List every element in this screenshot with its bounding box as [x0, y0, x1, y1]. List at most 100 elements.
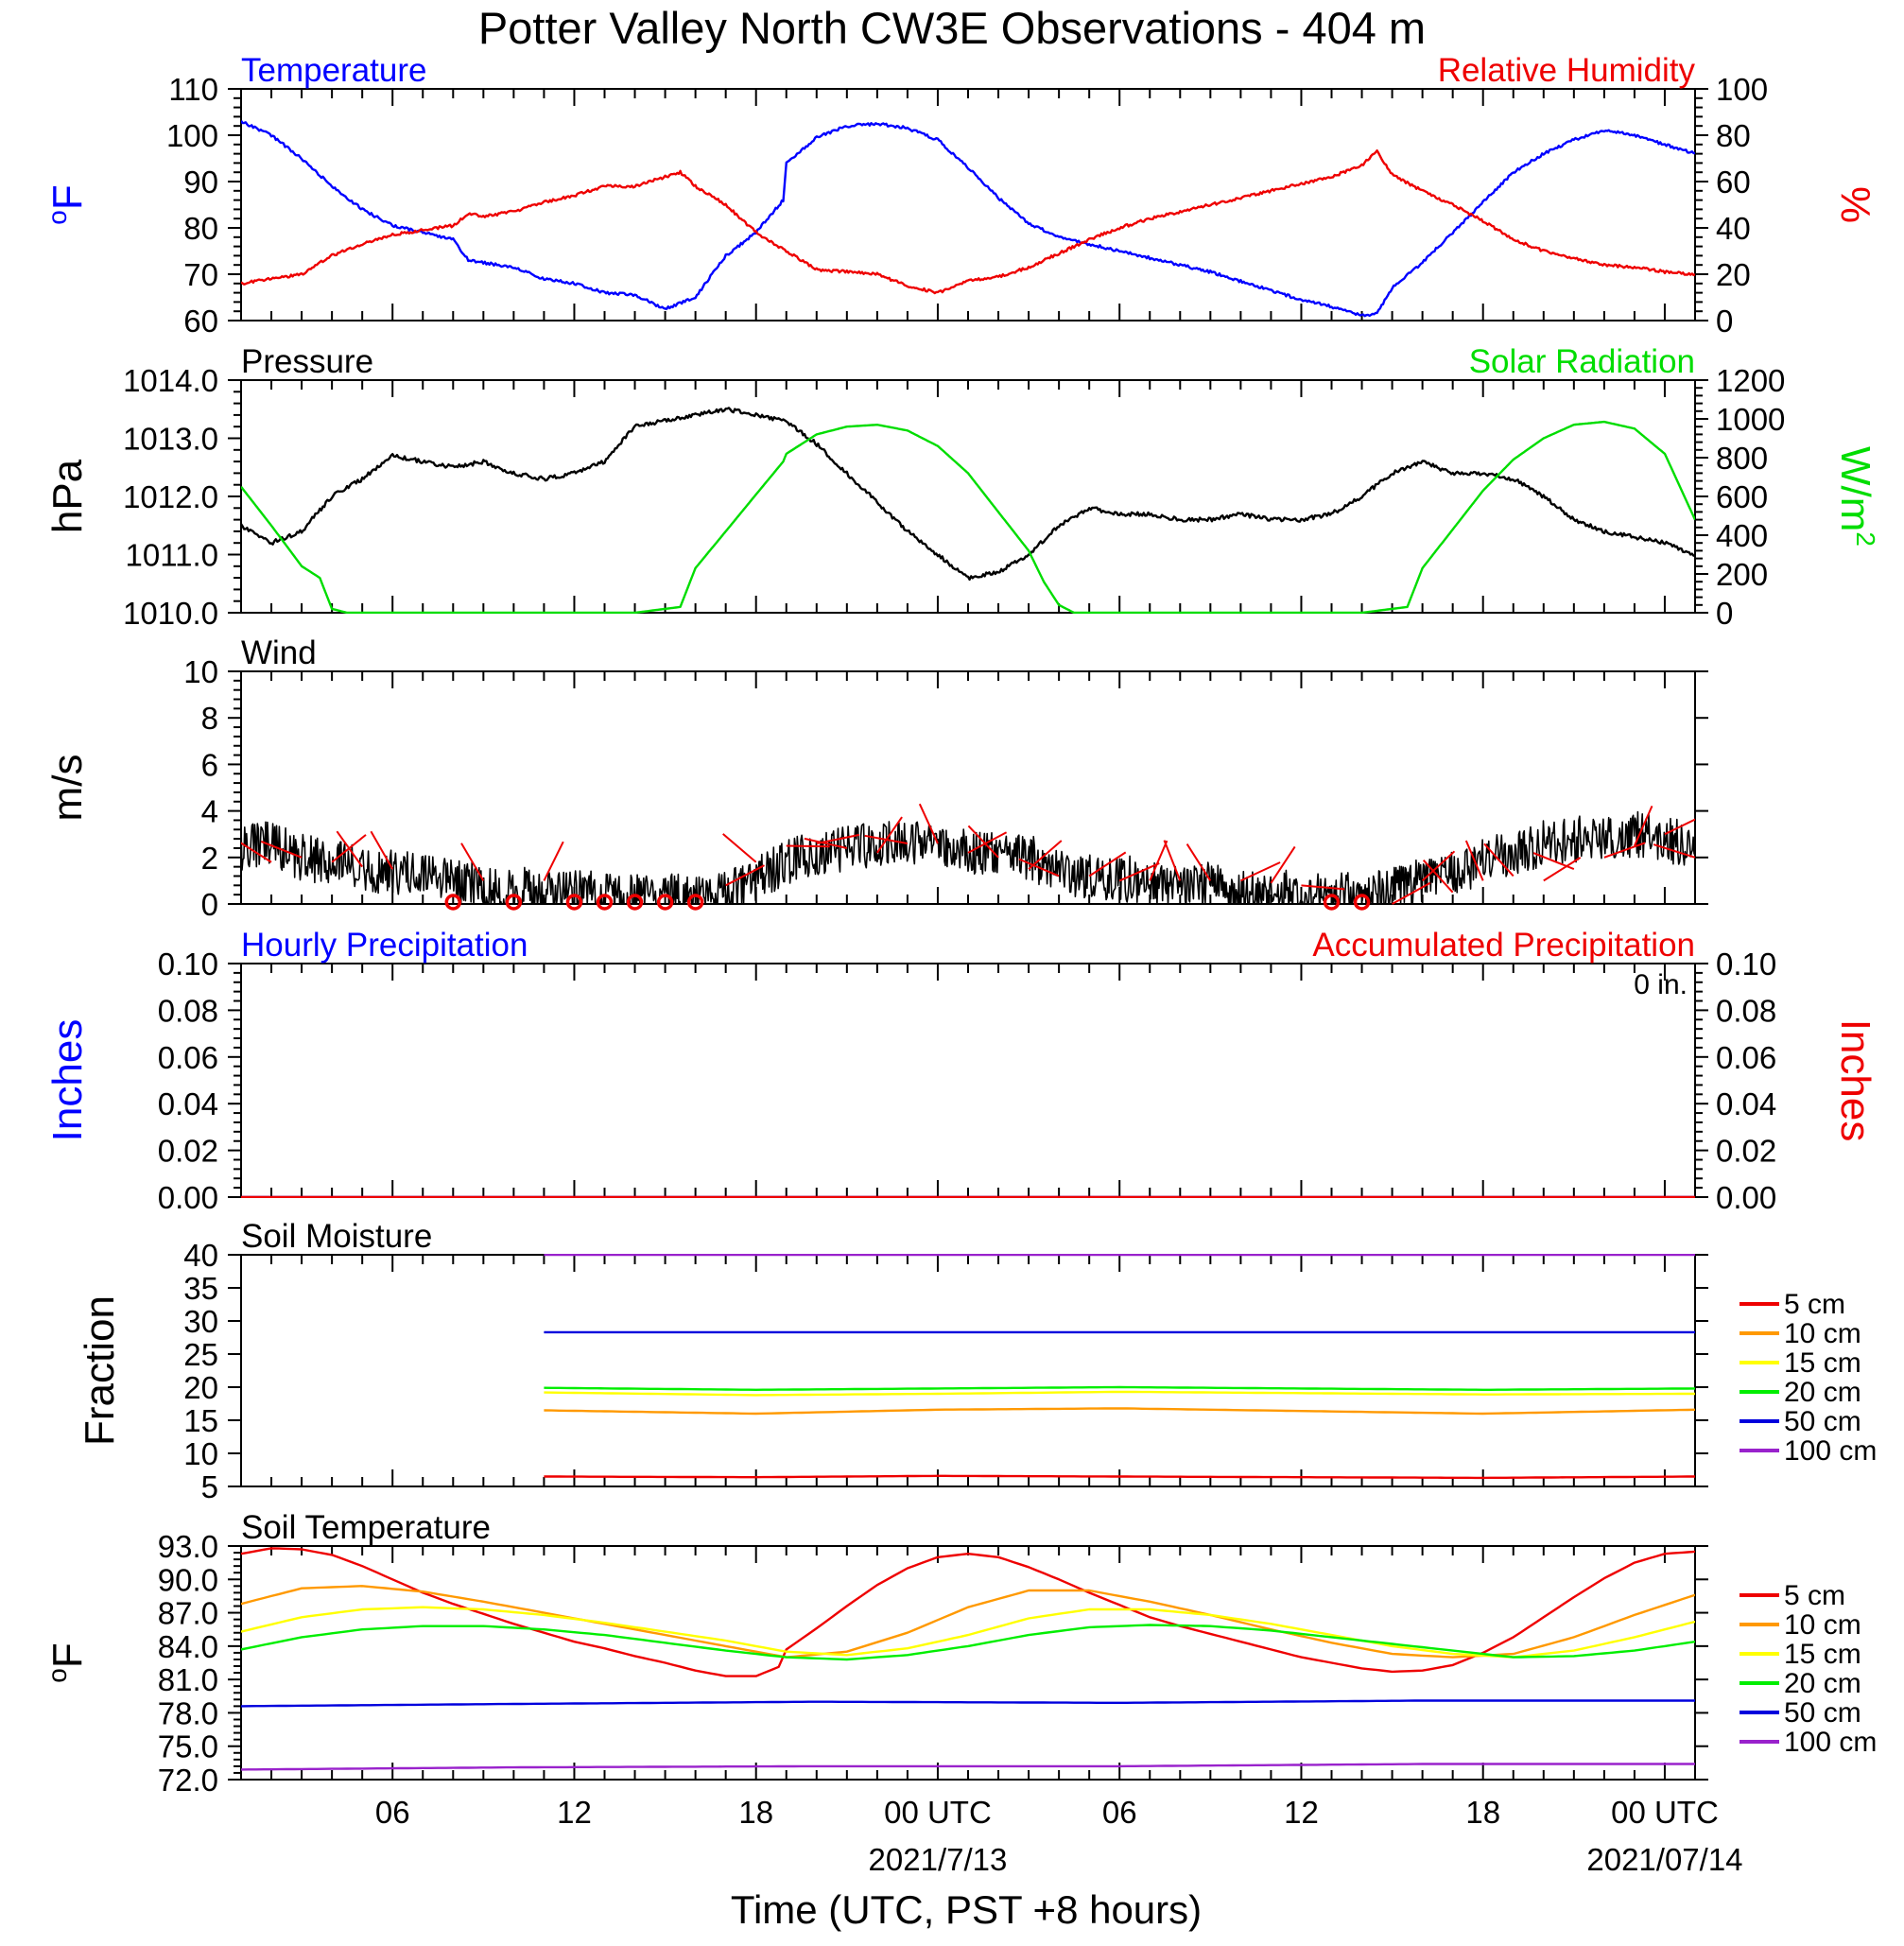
- y-tick-label-left: 35: [183, 1271, 218, 1306]
- wind-barb: [864, 834, 909, 845]
- x-tick-label: 18: [738, 1795, 773, 1830]
- wind-barb: [967, 831, 1008, 854]
- time-axis-labels: 06 12 18 00 UTC 2021/7/13 06 12 18 00 UTC 2021/07…: [375, 1795, 1743, 1877]
- y-tick-label-right: 200: [1716, 557, 1768, 592]
- y-tick-label-left: 80: [183, 211, 218, 246]
- panel-precipitation: 0.00 0.02 0.04 0.06 0.08 0.10 0.00 0.02 0.04 0.06…: [44, 927, 1878, 1215]
- y-tick-label-left: 100: [166, 118, 218, 153]
- series-relative-humidity: [241, 148, 1695, 295]
- y-tick-label-right: 0.04: [1716, 1086, 1776, 1121]
- y-tick-label-left: 0.04: [158, 1086, 218, 1121]
- wind-barb: [1464, 840, 1484, 881]
- y-tick-label-left: 25: [183, 1337, 218, 1372]
- wind-barb: [1028, 840, 1063, 870]
- y-axis-label-right: W/m2: [1832, 446, 1880, 547]
- wind-barb: [1634, 805, 1653, 846]
- y-tick-label-left: 0.10: [158, 947, 218, 982]
- series-20-cm: [241, 1624, 1695, 1661]
- legend-label: 15 cm: [1784, 1639, 1861, 1670]
- y-axis-label-left: oF: [43, 184, 91, 224]
- y-axis-label-right: %: [1832, 186, 1878, 223]
- panel-title-left: Temperature: [241, 52, 426, 89]
- wind-barb: [918, 803, 939, 844]
- panel-frame: [240, 88, 1696, 321]
- figure-title: Potter Valley North CW3E Observations - …: [478, 3, 1426, 53]
- y-tick-label-left: 90.0: [158, 1562, 218, 1597]
- wind-barb: [1118, 861, 1160, 882]
- legend-label: 20 cm: [1784, 1377, 1861, 1408]
- y-tick-label-left: 84.0: [158, 1629, 218, 1664]
- calm-wind-marker: [626, 894, 644, 911]
- wind-barb: [336, 830, 363, 868]
- wind-barb: [1532, 852, 1575, 871]
- panel-wind: 0 2 4 6 8 10 Wind m/s: [44, 634, 1708, 922]
- series-100-cm: [241, 1763, 1695, 1771]
- y-tick-label-left: 0.06: [158, 1040, 218, 1075]
- plot-area: [241, 407, 1695, 614]
- y-tick-label-right: 80: [1716, 118, 1751, 153]
- y-tick-label-left: 4: [201, 794, 218, 829]
- calm-wind-marker: [444, 894, 462, 911]
- series-20-cm: [544, 1385, 1695, 1392]
- y-tick-label-left: 78.0: [158, 1695, 218, 1730]
- series-50-cm: [241, 1699, 1695, 1708]
- y-tick-label-left: 0.08: [158, 993, 218, 1028]
- series-15-cm: [241, 1606, 1695, 1659]
- y-tick-label-right: 0: [1716, 304, 1733, 339]
- calm-wind-marker: [505, 894, 523, 911]
- wind-barb: [1392, 881, 1431, 905]
- wind-barb: [804, 837, 848, 849]
- panel-frame: [240, 1545, 1696, 1781]
- x-tick-label: 12: [1284, 1795, 1319, 1830]
- wind-barb: [1664, 818, 1695, 836]
- y-tick-label-left: 5: [201, 1469, 218, 1504]
- x-date-label: 2021/7/13: [869, 1842, 1008, 1877]
- panel-title-left: Wind: [241, 634, 317, 671]
- panel-title-left: Pressure: [241, 343, 373, 380]
- y-tick-label-left: 1012.0: [123, 479, 218, 514]
- legend-label: 100 cm: [1784, 1727, 1877, 1758]
- panel-soil-temperature: 72.075.078.081.084.087.090.093.0 Soil Tem…: [43, 1509, 1877, 1798]
- y-tick-label-left: 10: [183, 654, 218, 689]
- y-tick-label-left: 10: [183, 1436, 218, 1471]
- y-tick-label-right: 0.10: [1716, 947, 1776, 982]
- plot-area: [241, 1547, 1695, 1771]
- wind-barb: [1301, 884, 1345, 891]
- wind-barb: [1163, 840, 1182, 881]
- legend-label: 10 cm: [1784, 1609, 1861, 1641]
- y-tick-label-left: 72.0: [158, 1763, 218, 1798]
- y-tick-label-right: 0.08: [1716, 993, 1776, 1028]
- y-tick-label-right: 0.00: [1716, 1180, 1776, 1215]
- y-tick-label-right: 400: [1716, 518, 1768, 553]
- wind-barb: [967, 825, 999, 859]
- y-tick-label-left: 2: [201, 841, 218, 876]
- y-tick-label-left: 110: [168, 72, 218, 107]
- plot-area: [544, 1254, 1695, 1480]
- panel-title-left: Hourly Precipitation: [241, 927, 528, 964]
- accumulated-precip-total: 0 in.: [1634, 969, 1688, 1000]
- y-tick-label-left: 20: [183, 1370, 218, 1405]
- legend-label: 50 cm: [1784, 1697, 1861, 1729]
- wind-barb: [1483, 843, 1515, 877]
- y-tick-label-left: 60: [183, 304, 218, 339]
- x-tick-label: 06: [375, 1795, 410, 1830]
- wind-barb: [876, 816, 903, 854]
- panel-title-left: Soil Temperature: [241, 1509, 491, 1546]
- y-tick-label-right: 40: [1716, 211, 1751, 246]
- calm-wind-marker: [596, 894, 614, 911]
- wind-barb: [260, 840, 303, 859]
- y-axis-label-left: hPa: [44, 459, 91, 533]
- wind-barb: [1422, 860, 1454, 894]
- y-tick-label-right: 0.02: [1716, 1134, 1776, 1169]
- wind-barb: [1088, 851, 1127, 877]
- legend-label: 5 cm: [1784, 1580, 1845, 1611]
- y-tick-label-left: 0: [201, 887, 218, 922]
- y-tick-label-left: 87.0: [158, 1596, 218, 1631]
- series-pressure: [241, 407, 1695, 582]
- y-axis-label-left: m/s: [44, 755, 91, 822]
- series-wind: [241, 810, 1695, 905]
- panel-frame: [240, 963, 1696, 1198]
- wind-barb: [1239, 861, 1281, 882]
- wind-barb: [1603, 842, 1646, 859]
